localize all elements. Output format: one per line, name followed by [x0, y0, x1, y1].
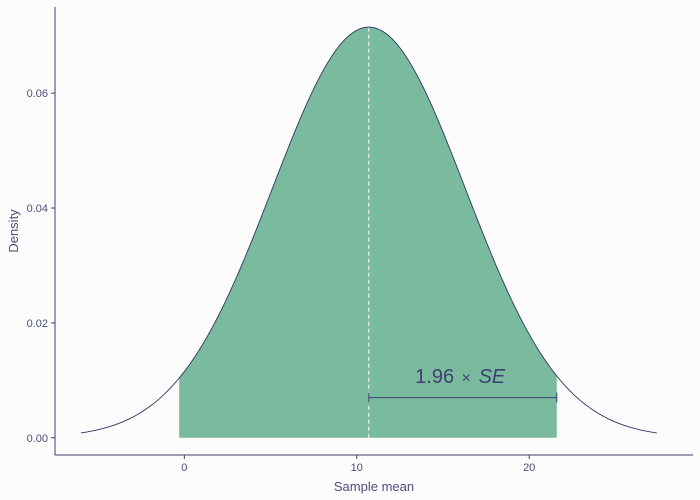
annotation-operator: ×: [462, 370, 471, 387]
plot-area: 1.96 × SE: [80, 26, 657, 438]
x-tick-label: 20: [523, 462, 535, 474]
axes: 0 10 20 0.00 0.02 0.04 0.06: [27, 7, 693, 474]
confidence-interval-area: [179, 27, 557, 438]
x-axis-ticks: 0 10 20: [181, 455, 535, 474]
x-axis-title: Sample mean: [334, 479, 414, 494]
density-curve: [80, 26, 657, 434]
y-tick-label: 0.06: [27, 88, 48, 100]
annotation-suffix: SE: [479, 366, 506, 388]
se-bracket: [368, 392, 558, 403]
y-tick-label: 0.02: [27, 318, 48, 330]
annotation-prefix: 1.96: [415, 366, 454, 388]
se-annotation: 1.96 × SE: [415, 366, 506, 388]
y-tick-label: 0.04: [27, 203, 48, 215]
y-tick-label: 0.00: [27, 433, 48, 445]
y-axis-ticks: 0.00 0.02 0.04 0.06: [27, 88, 55, 445]
y-axis-title: Density: [6, 209, 21, 253]
x-tick-label: 0: [181, 462, 187, 474]
x-tick-label: 10: [351, 462, 363, 474]
